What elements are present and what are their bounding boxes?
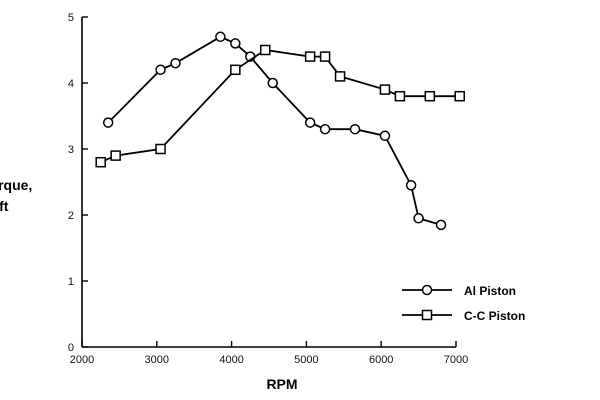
data-point-al-piston (102, 117, 114, 128)
data-point-c-c-piston (379, 84, 391, 95)
series-c-c-piston (95, 44, 465, 168)
x-tick-label: 2000 (70, 354, 94, 366)
x-tick-label: 5000 (294, 354, 318, 366)
legend-label-al-piston: Al Piston (464, 284, 516, 298)
legend-label-cc-piston: C-C Piston (464, 309, 525, 323)
data-point-al-piston (230, 38, 241, 49)
data-point-c-c-piston (155, 143, 166, 155)
legend-square-marker (421, 309, 433, 321)
y-tick-label: 4 (68, 78, 74, 90)
data-point-c-c-piston (424, 90, 436, 102)
axes (81, 17, 456, 348)
data-point-c-c-piston (319, 51, 331, 62)
data-point-c-c-piston (95, 156, 106, 168)
y-tick-label: 0 (68, 342, 74, 354)
data-point-al-piston (267, 77, 278, 89)
series-al-piston (102, 31, 447, 231)
x-ticks: 2000 3000 4000 5000 6000 7000 (70, 341, 468, 366)
series-layer (95, 31, 465, 231)
legend-entry-cc-piston: C-C Piston (402, 309, 525, 323)
x-tick-label: 4000 (219, 354, 243, 366)
legend: Al Piston C-C Piston (402, 284, 525, 323)
data-point-al-piston (349, 123, 361, 135)
data-point-c-c-piston (334, 71, 346, 82)
data-point-al-piston (405, 180, 417, 191)
y-tick-label: 5 (68, 12, 74, 24)
legend-circle-marker (421, 284, 433, 296)
data-point-al-piston (319, 123, 331, 135)
data-point-al-piston (435, 219, 447, 231)
data-point-c-c-piston (454, 90, 465, 102)
y-axis-title-line-2: lb-ft (0, 198, 9, 214)
data-point-al-piston (304, 117, 316, 128)
data-point-al-piston (155, 64, 166, 76)
data-point-c-c-piston (394, 90, 406, 102)
data-point-al-piston (170, 57, 181, 69)
series-line-al-piston (107, 35, 442, 226)
y-tick-label: 3 (68, 144, 74, 156)
data-point-al-piston (215, 31, 226, 43)
y-tick-label: 2 (68, 210, 74, 222)
x-axis-title: RPM (266, 376, 297, 392)
data-point-al-piston (379, 130, 391, 142)
data-point-c-c-piston (110, 150, 121, 161)
data-point-al-piston (413, 213, 424, 224)
x-tick-label: 3000 (145, 354, 169, 366)
y-axis-title-line-1: Torque, (0, 177, 32, 193)
data-point-c-c-piston (304, 51, 316, 62)
data-point-c-c-piston (260, 44, 271, 56)
data-point-c-c-piston (230, 64, 241, 76)
x-tick-label: 7000 (444, 354, 468, 366)
y-ticks: 0 1 2 3 4 5 (68, 12, 88, 354)
y-tick-label: 1 (68, 276, 74, 288)
legend-entry-al-piston: Al Piston (402, 284, 516, 298)
series-line-c-c-piston (100, 49, 460, 164)
x-tick-label: 6000 (369, 354, 393, 366)
